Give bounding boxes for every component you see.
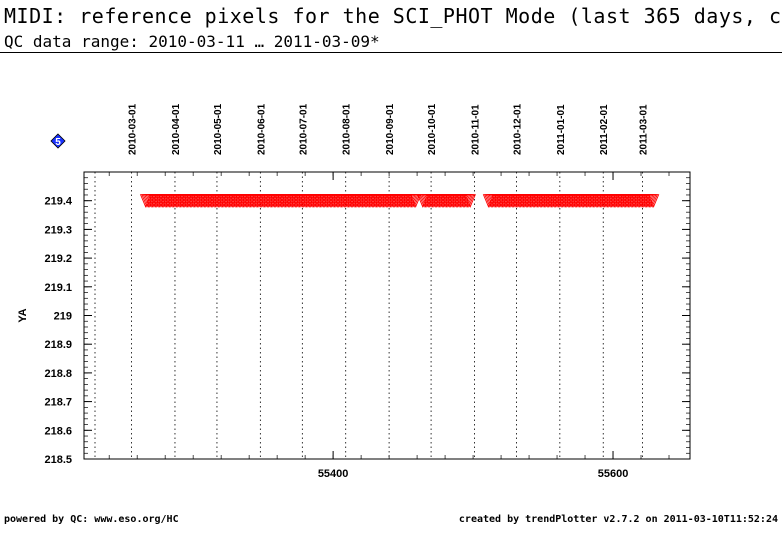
y-tick-label: 218.9 [44, 339, 72, 351]
date-label: 2010-10-01 [427, 103, 438, 155]
axes: 218.5 218.6 218.7 218.8 218.9 219 219.1 219.2 21… [44, 171, 690, 480]
date-label: 2010-03-01 [128, 103, 139, 155]
y-tick-label: 218.5 [44, 454, 72, 466]
trend-chart: 218.5 218.6 218.7 218.8 218.9 219 219.1 219.2 21… [17, 103, 691, 480]
data-point [464, 194, 476, 208]
y-tick-label: 218.6 [44, 425, 72, 437]
x-tick-label: 55600 [598, 468, 629, 480]
date-label: 2010-06-01 [256, 103, 267, 155]
y-tick-label: 218.7 [44, 397, 72, 409]
grid-lines [94, 172, 643, 459]
title-rule [0, 52, 782, 53]
date-label: 2011-01-01 [556, 104, 567, 155]
date-labels: 2010-03-01 2010-04-01 2010-05-01 2010-06-01… [128, 103, 650, 155]
date-label: 2010-12-01 [512, 103, 523, 155]
y-axis-label: YA [17, 308, 29, 322]
footer-powered-by: powered by QC: www.eso.org/HC [4, 514, 179, 525]
report-marker-label: 5 [55, 137, 61, 148]
data-points [139, 194, 660, 208]
y-tick-label: 219.3 [44, 224, 72, 236]
page-subtitle: QC data range: 2010-03-11 … 2011-03-09* [4, 32, 380, 51]
x-tick-label: 55400 [318, 468, 349, 480]
date-label: 2010-09-01 [385, 103, 396, 155]
report-marker-icon[interactable]: 5 [50, 133, 66, 149]
data-point [410, 194, 422, 208]
y-tick-label: 219.4 [44, 196, 72, 208]
date-label: 2010-07-01 [298, 103, 309, 155]
y-tick-label: 219.1 [44, 282, 72, 294]
page-title: MIDI: reference pixels for the SCI_PHOT … [4, 4, 782, 28]
date-label: 2011-03-01 [638, 104, 649, 155]
date-label: 2010-04-01 [171, 103, 182, 155]
date-label: 2010-05-01 [213, 103, 224, 155]
footer-created-by: created by trendPlotter v2.7.2 on 2011-0… [458, 514, 778, 525]
y-tick-label: 219 [54, 311, 72, 323]
date-label: 2010-11-01 [470, 104, 481, 155]
date-label: 2011-02-01 [599, 104, 610, 155]
y-tick-label: 218.8 [44, 368, 72, 380]
y-tick-label: 219.2 [44, 253, 72, 265]
data-point [647, 194, 660, 208]
date-label: 2010-08-01 [342, 103, 353, 155]
